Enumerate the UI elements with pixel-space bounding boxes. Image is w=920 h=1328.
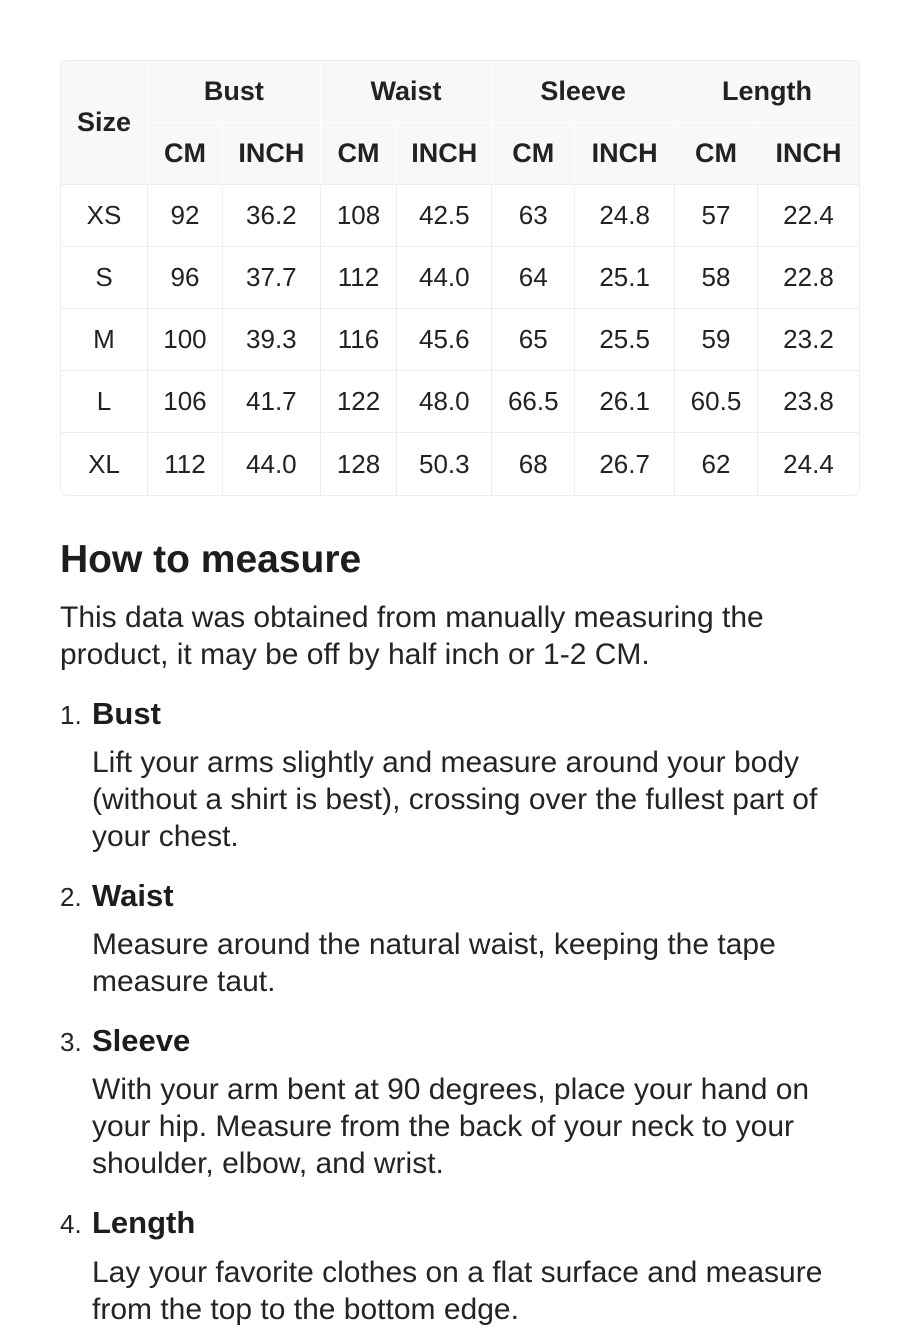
value-cell: 39.3	[222, 309, 321, 371]
step-header: 3. Sleeve	[60, 1022, 860, 1059]
value-cell: 50.3	[397, 433, 493, 495]
value-cell: 42.5	[397, 185, 493, 247]
size-chart-table-wrapper: Size Bust Waist Sleeve Length CM INCH CM…	[60, 60, 860, 496]
value-cell: 64	[492, 247, 576, 309]
step-header: 1. Bust	[60, 695, 860, 732]
unit-header-row: CM INCH CM INCH CM INCH CM INCH	[61, 123, 859, 185]
waist-cm-header: CM	[320, 123, 398, 185]
value-cell: 112	[320, 247, 398, 309]
length-inch-header: INCH	[757, 123, 859, 185]
value-cell: 60.5	[674, 371, 758, 433]
value-cell: 24.8	[575, 185, 675, 247]
value-cell: 24.4	[757, 433, 859, 495]
step-item-length: 4. Length Lay your favorite clothes on a…	[60, 1204, 860, 1327]
step-number: 4.	[60, 1209, 82, 1240]
step-description: Measure around the natural waist, keepin…	[92, 928, 776, 999]
sleeve-cm-header: CM	[492, 123, 576, 185]
value-cell: 108	[320, 185, 398, 247]
step-description: Lay your favorite clothes on a flat surf…	[92, 1255, 823, 1326]
measure-steps-list: 1. Bust Lift your arms slightly and meas…	[60, 695, 860, 1328]
value-cell: 66.5	[492, 371, 576, 433]
step-number: 3.	[60, 1027, 82, 1058]
how-to-measure-heading: How to measure	[60, 538, 362, 581]
value-cell: 44.0	[397, 247, 493, 309]
value-cell: 26.7	[575, 433, 675, 495]
intro-paragraph: This data was obtained from manually mea…	[60, 600, 764, 671]
value-cell: 37.7	[222, 247, 321, 309]
size-chart-header: Size Bust Waist Sleeve Length CM INCH CM…	[61, 61, 859, 185]
size-cell: XL	[61, 433, 148, 495]
bust-cm-header: CM	[147, 123, 223, 185]
value-cell: 25.1	[575, 247, 675, 309]
length-cm-header: CM	[674, 123, 758, 185]
step-title: Waist	[92, 878, 174, 914]
table-row-s: S 96 37.7 112 44.0 64 25.1 58 22.8	[61, 247, 859, 309]
step-title: Sleeve	[92, 1023, 191, 1059]
value-cell: 112	[147, 433, 223, 495]
value-cell: 96	[147, 247, 223, 309]
step-number: 1.	[60, 699, 82, 730]
step-description: With your arm bent at 90 degrees, place …	[92, 1073, 810, 1181]
waist-inch-header: INCH	[397, 123, 493, 185]
size-column-header: Size	[61, 61, 148, 185]
step-header: 2. Waist	[60, 877, 860, 914]
value-cell: 65	[492, 309, 576, 371]
value-cell: 25.5	[575, 309, 675, 371]
value-cell: 100	[147, 309, 223, 371]
size-chart-body: XS 92 36.2 108 42.5 63 24.8 57 22.4 S 96…	[61, 185, 859, 495]
value-cell: 22.4	[757, 185, 859, 247]
sleeve-inch-header: INCH	[575, 123, 675, 185]
table-row-l: L 106 41.7 122 48.0 66.5 26.1 60.5 23.8	[61, 371, 859, 433]
value-cell: 106	[147, 371, 223, 433]
size-chart-table: Size Bust Waist Sleeve Length CM INCH CM…	[61, 61, 859, 495]
step-description: Lift your arms slightly and measure arou…	[92, 746, 818, 854]
step-number: 2.	[60, 882, 82, 913]
size-cell: M	[61, 309, 148, 371]
value-cell: 59	[674, 309, 758, 371]
value-cell: 122	[320, 371, 398, 433]
table-row-m: M 100 39.3 116 45.6 65 25.5 59 23.2	[61, 309, 859, 371]
value-cell: 22.8	[757, 247, 859, 309]
value-cell: 128	[320, 433, 398, 495]
step-item-waist: 2. Waist Measure around the natural wais…	[60, 877, 860, 1000]
value-cell: 62	[674, 433, 758, 495]
value-cell: 68	[492, 433, 576, 495]
value-cell: 63	[492, 185, 576, 247]
sleeve-group-header: Sleeve	[492, 61, 675, 123]
value-cell: 45.6	[397, 309, 493, 371]
value-cell: 116	[320, 309, 398, 371]
value-cell: 36.2	[222, 185, 321, 247]
step-title: Bust	[92, 695, 161, 731]
size-cell: S	[61, 247, 148, 309]
value-cell: 48.0	[397, 371, 493, 433]
step-item-sleeve: 3. Sleeve With your arm bent at 90 degre…	[60, 1022, 860, 1182]
step-title: Length	[92, 1205, 196, 1241]
value-cell: 58	[674, 247, 758, 309]
step-header: 4. Length	[60, 1204, 860, 1241]
value-cell: 23.8	[757, 371, 859, 433]
value-cell: 23.2	[757, 309, 859, 371]
value-cell: 41.7	[222, 371, 321, 433]
waist-group-header: Waist	[320, 61, 493, 123]
group-header-row: Size Bust Waist Sleeve Length	[61, 61, 859, 185]
value-cell: 26.1	[575, 371, 675, 433]
table-row-xs: XS 92 36.2 108 42.5 63 24.8 57 22.4	[61, 185, 859, 247]
value-cell: 92	[147, 185, 223, 247]
value-cell: 57	[674, 185, 758, 247]
length-group-header: Length	[674, 61, 859, 123]
size-cell: L	[61, 371, 148, 433]
step-item-bust: 1. Bust Lift your arms slightly and meas…	[60, 695, 860, 855]
value-cell: 44.0	[222, 433, 321, 495]
bust-inch-header: INCH	[222, 123, 321, 185]
bust-group-header: Bust	[147, 61, 321, 123]
size-cell: XS	[61, 185, 148, 247]
table-row-xl: XL 112 44.0 128 50.3 68 26.7 62 24.4	[61, 433, 859, 495]
